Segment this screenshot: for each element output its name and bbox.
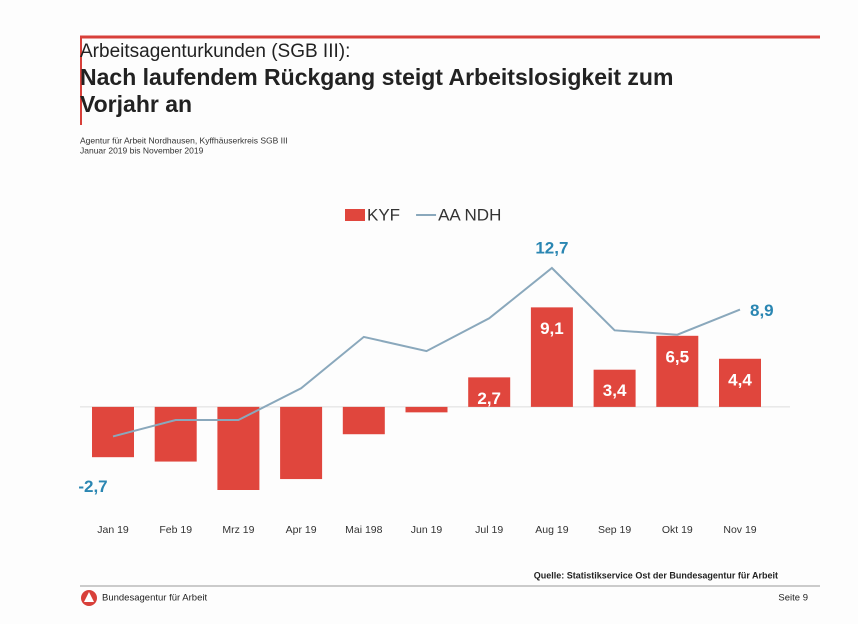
bar [530,307,573,407]
data-label: -2,7 [78,477,107,496]
bar [280,406,323,480]
data-label: 8,9 [750,301,774,320]
bar [405,406,448,413]
x-tick-label: Apr 19 [286,524,317,536]
legend-label: AA NDH [438,205,501,224]
bar [154,406,197,462]
data-label: 9,1 [540,319,564,338]
data-label: 2,7 [477,389,501,408]
kicker: Arbeitsagenturkunden (SGB III): [80,41,350,62]
x-tick-label: Sep 19 [598,524,631,536]
x-tick-label: Okt 19 [662,524,693,536]
bar [719,358,761,407]
line [112,266,741,438]
bar [656,335,699,407]
legend-label: KYF [367,205,400,224]
data-label: 6,5 [665,347,689,366]
x-tick-label: Mrz 19 [222,524,254,536]
source: Quelle: Statistikservice Ost der Bundesa… [534,570,778,580]
logo-mark [84,592,94,602]
x-tick-label: Jun 19 [411,524,443,536]
x-tick-label: Mai 198 [345,524,383,536]
legend-swatch [345,209,365,221]
bar [593,369,636,407]
x-tick-label: Nov 19 [723,524,756,536]
subtitle: Agentur für Arbeit Nordhausen, Kyffhäuse… [80,135,288,145]
x-tick-label: Feb 19 [159,524,192,536]
data-label: 3,4 [603,381,627,400]
data-label: 12,7 [535,238,568,257]
x-tick-label: Aug 19 [535,524,568,536]
x-tick-label: Jul 19 [475,524,503,536]
page-number: Seite 9 [778,593,808,604]
chart-title: Nach laufendem Rückgang steigt Arbeitslo… [80,64,673,117]
data-label: 4,4 [728,370,752,389]
subtitle: Januar 2019 bis November 2019 [80,145,204,155]
x-tick-label: Jan 19 [97,524,129,536]
bar [342,406,385,435]
footer-org: Bundesagentur für Arbeit [102,593,207,604]
bar [468,377,511,407]
